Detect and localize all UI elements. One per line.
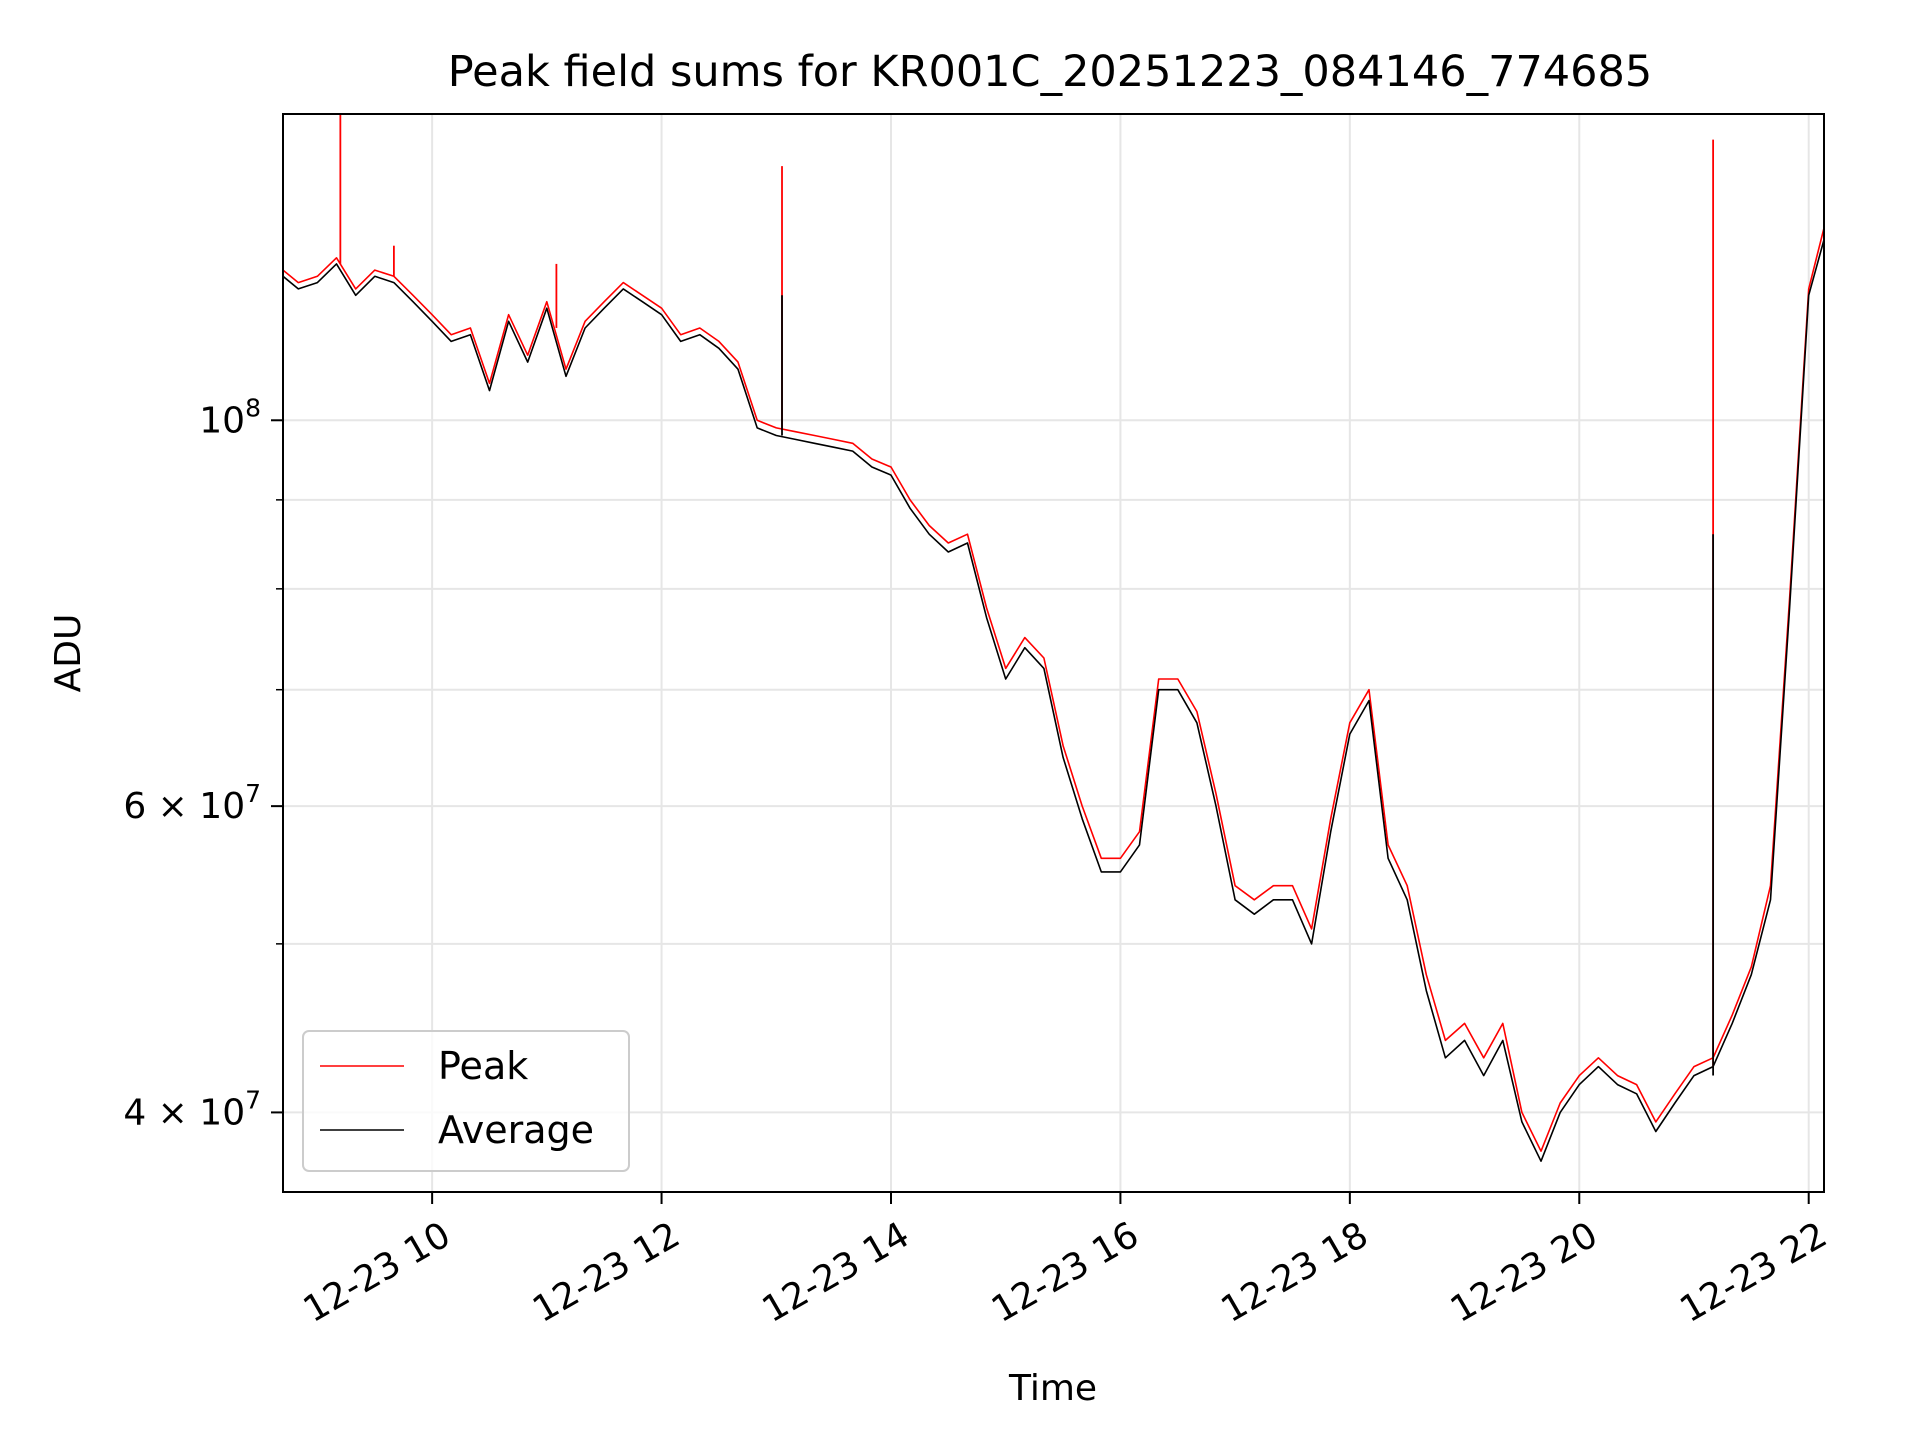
chart-title: Peak field sums for KR001C_20251223_0841… [448, 47, 1652, 97]
plot-frame [282, 113, 1825, 1193]
grid [283, 114, 1824, 1192]
series-line-average [283, 239, 1824, 1162]
legend-label-peak: Peak [438, 1044, 528, 1088]
y-tick-label: 4 × 107 [123, 1085, 261, 1133]
y-tick-label: 108 [199, 393, 261, 441]
x-axis-label: Time [1008, 1368, 1097, 1409]
legend-label-average: Average [438, 1108, 594, 1152]
series-line-peak [283, 227, 1824, 1152]
y-axis-label: ADU [48, 614, 89, 693]
y-axis-ticks: 108 6 × 107 4 × 107 [123, 393, 283, 1133]
series-layer [283, 114, 1824, 1162]
y-tick-label: 6 × 107 [123, 779, 261, 827]
legend: Peak Average [302, 1030, 630, 1172]
